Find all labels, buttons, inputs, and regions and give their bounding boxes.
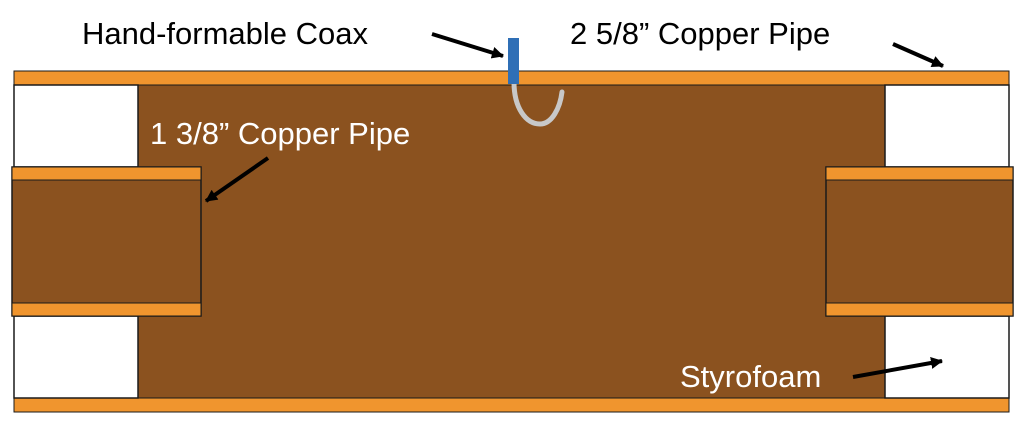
label-coax: Hand-formable Coax — [82, 16, 369, 51]
coax-connector — [508, 38, 519, 84]
outer-pipe-wall-bottom — [13, 397, 1010, 413]
inner-pipe-left-interior — [11, 166, 202, 317]
inner-pipe-left-wall-top — [11, 166, 202, 181]
inner-pipe-right-wall-bottom — [825, 302, 1014, 317]
inner-pipe-right-interior — [825, 166, 1014, 317]
styrofoam-left-top — [13, 84, 139, 168]
label-outer-pipe: 2 5/8” Copper Pipe — [570, 16, 830, 51]
arrow-inner-pipe — [204, 156, 270, 203]
coax-cable-loop — [511, 79, 565, 127]
styrofoam-right-top — [884, 84, 1010, 168]
inner-pipe-right-wall-top — [825, 166, 1014, 181]
arrow-styrofoam — [852, 357, 943, 379]
label-inner-pipe: 1 3/8” Copper Pipe — [150, 116, 410, 151]
styrofoam-left-bottom — [13, 315, 139, 399]
styrofoam-right-bottom — [884, 315, 1010, 399]
arrow-coax — [431, 32, 504, 59]
inner-pipe-left-wall-bottom — [11, 302, 202, 317]
arrow-outer-pipe — [892, 42, 944, 68]
label-styrofoam: Styrofoam — [680, 359, 821, 394]
